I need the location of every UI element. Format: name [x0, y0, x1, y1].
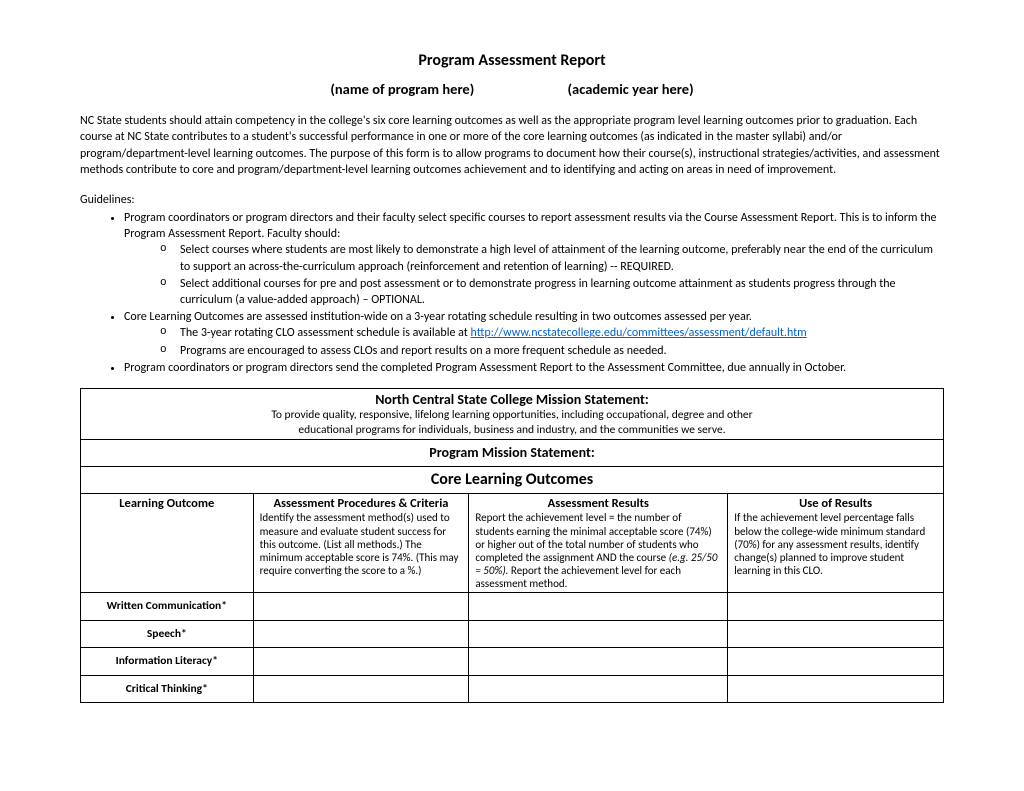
list-text: The 3-year rotating CLO assessment sched…: [180, 326, 471, 340]
table-row: Speech*: [81, 620, 944, 647]
cell-empty: [253, 675, 469, 702]
col-desc-text: Identify the assessment method(s) used t…: [260, 511, 463, 577]
cell-empty: [728, 593, 944, 620]
table-row: Critical Thinking*: [81, 675, 944, 702]
guidelines-label: Guidelines:: [80, 192, 944, 208]
list-text: Program coordinators or program director…: [124, 211, 937, 241]
col-desc-text: If the achievement level percentage fall…: [734, 511, 937, 577]
mission-header: North Central State College Mission Stat…: [87, 391, 937, 409]
assessment-table: North Central State College Mission Stat…: [80, 388, 944, 703]
table-row: Information Literacy*: [81, 648, 944, 675]
list-item: Core Learning Outcomes are assessed inst…: [124, 309, 944, 359]
cell-empty: [469, 675, 728, 702]
list-item: Program coordinators or program director…: [124, 210, 944, 308]
cell-empty: [253, 593, 469, 620]
mission-header-cell: North Central State College Mission Stat…: [81, 388, 944, 439]
col-header-use: Use of Results If the achievement level …: [728, 493, 944, 593]
doc-title: Program Assessment Report: [80, 50, 944, 72]
cell-empty: [469, 593, 728, 620]
schedule-link[interactable]: http://www.ncstatecollege.edu/committees…: [471, 326, 807, 340]
cell-empty: [253, 648, 469, 675]
col-header-text: Learning Outcome: [87, 496, 247, 512]
row-label: Critical Thinking*: [81, 675, 254, 702]
academic-year-placeholder: (academic year here): [568, 80, 694, 100]
col-desc-text: Report the achievement level = the numbe…: [475, 511, 721, 590]
cell-empty: [728, 648, 944, 675]
mission-line2: educational programs for individuals, bu…: [87, 423, 937, 437]
row-label: Speech*: [81, 620, 254, 647]
intro-paragraph: NC State students should attain competen…: [80, 113, 944, 178]
list-text: Core Learning Outcomes are assessed inst…: [124, 310, 752, 324]
col-header-procedures: Assessment Procedures & Criteria Identif…: [253, 493, 469, 593]
row-label: Written Communication*: [81, 593, 254, 620]
program-mission-header: Program Mission Statement:: [81, 440, 944, 467]
col-header-text: Use of Results: [734, 496, 937, 512]
col-header-text: Assessment Procedures & Criteria: [260, 496, 463, 512]
cell-empty: [469, 648, 728, 675]
program-name-placeholder: (name of program here): [330, 80, 474, 100]
col-header-outcome: Learning Outcome: [81, 493, 254, 593]
row-label: Information Literacy*: [81, 648, 254, 675]
cell-empty: [469, 620, 728, 647]
list-item: Programs are encouraged to assess CLOs a…: [160, 343, 944, 359]
cell-empty: [728, 675, 944, 702]
list-item: The 3-year rotating CLO assessment sched…: [160, 325, 944, 341]
sublist: Select courses where students are most l…: [124, 242, 944, 308]
list-item: Program coordinators or program director…: [124, 360, 944, 376]
mission-line1: To provide quality, responsive, lifelong…: [87, 408, 937, 422]
cell-empty: [728, 620, 944, 647]
table-row: Written Communication*: [81, 593, 944, 620]
list-item: Select courses where students are most l…: [160, 242, 944, 274]
cell-empty: [253, 620, 469, 647]
col-header-results: Assessment Results Report the achievemen…: [469, 493, 728, 593]
clo-header: Core Learning Outcomes: [81, 466, 944, 493]
list-item: Select additional courses for pre and po…: [160, 276, 944, 308]
col-header-text: Assessment Results: [475, 496, 721, 512]
sublist: The 3-year rotating CLO assessment sched…: [124, 325, 944, 358]
doc-subtitle: (name of program here) (academic year he…: [80, 80, 944, 100]
guidelines-list: Program coordinators or program director…: [80, 210, 944, 376]
